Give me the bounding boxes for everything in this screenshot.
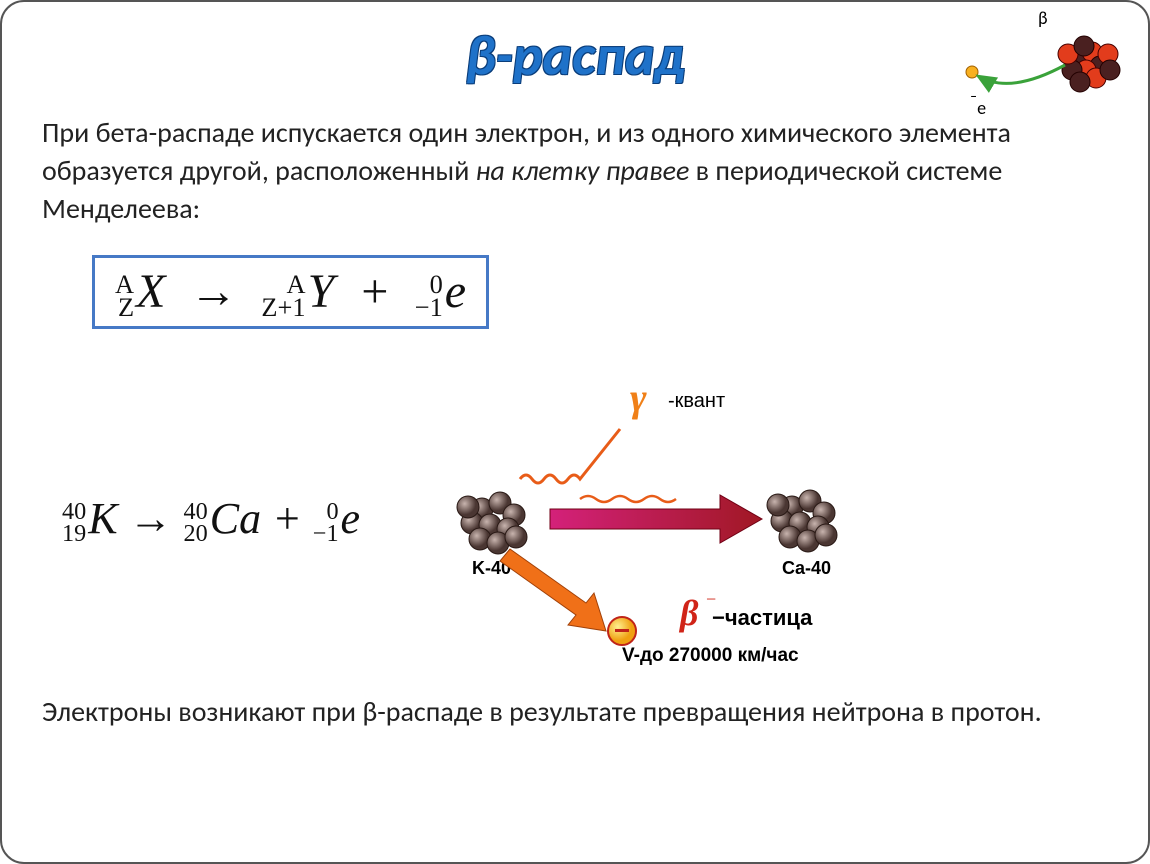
footer-paragraph: Электроны возникают при β-распаде в резу…: [42, 693, 1108, 731]
corner-e-label: ¯e: [970, 91, 986, 119]
arrow-squiggle: [580, 496, 676, 502]
beta-emission-arrow: [500, 549, 606, 631]
example-formula: 4019K → 4020Ca + 0−1e: [62, 493, 360, 545]
corner-nucleus: [1058, 36, 1120, 92]
beta-speed: V-до 270000 км/час: [622, 645, 799, 666]
beta-electron: [608, 617, 636, 645]
intro-italic: на клетку правее: [476, 153, 690, 188]
gamma-squiggle: [520, 429, 620, 483]
general-formula: AZX → AZ+1Y + 0−1e: [115, 265, 466, 318]
slide-title: β-распад: [42, 22, 1108, 90]
beta-label: −частица: [712, 605, 813, 630]
beta-symbol: β: [678, 593, 699, 633]
ca40-label: Ca-40: [782, 558, 831, 578]
corner-svg: β ¯e: [950, 10, 1130, 120]
corner-beta-decay-illustration: β ¯e: [950, 10, 1130, 120]
intro-paragraph: При бета-распаде испускается один электр…: [42, 114, 1108, 227]
general-formula-box: AZX → AZ+1Y + 0−1e: [92, 255, 489, 329]
k40-nucleus: [457, 492, 527, 554]
corner-emission-arrow: [978, 65, 1065, 83]
ca40-nucleus: [767, 490, 837, 552]
gamma-label: -квант: [668, 390, 725, 412]
slide-frame: β ¯e β-распад При бета-распаде испускает…: [0, 0, 1150, 864]
corner-electron: [966, 66, 978, 78]
gamma-symbol: γ: [630, 375, 647, 420]
corner-beta-label: β: [1038, 10, 1048, 29]
transmutation-arrow: [550, 495, 762, 543]
example-and-diagram-row: 4019K → 4020Ca + 0−1e: [42, 369, 1108, 669]
decay-diagram: γ -квант K-40: [390, 369, 870, 669]
